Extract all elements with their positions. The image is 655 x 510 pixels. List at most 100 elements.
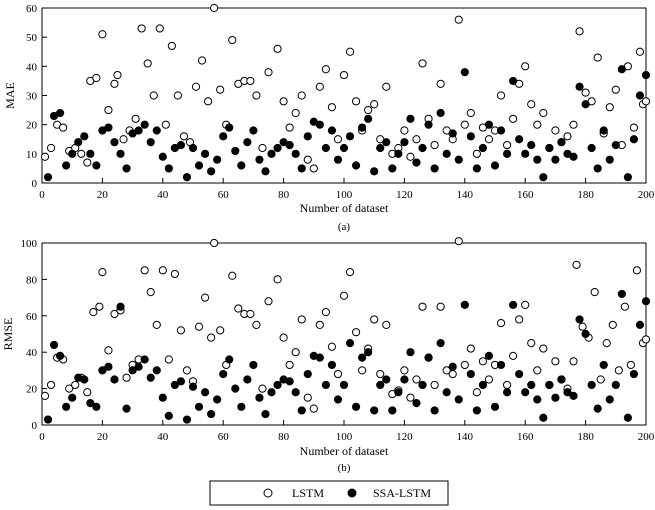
ssa-lstm-point [442,149,451,158]
lstm-point [563,132,572,141]
ssa-lstm-point [207,409,216,419]
ssa-lstm-point [593,404,602,413]
ssa-lstm-point [249,126,258,135]
lstm-point [533,120,542,129]
lstm-point [472,388,481,397]
ssa-lstm-point [56,351,65,360]
ssa-lstm-point [327,126,337,135]
ssa-lstm-point [400,138,409,147]
ssa-lstm-point [86,149,95,158]
lstm-point [578,322,587,331]
x-tick-label: 80 [278,431,290,443]
lstm-point [521,62,530,71]
lstm-point [182,366,192,375]
lstm-point [351,97,361,106]
lstm-point [406,393,415,402]
lstm-point [315,320,324,329]
y-tick-label: 60 [26,3,38,15]
lstm-point [77,149,86,158]
lstm-point [291,348,300,357]
ssa-lstm-point [110,138,119,147]
ssa-lstm-point [261,167,270,176]
ssa-lstm-point [182,415,192,424]
ssa-lstm-point [243,375,252,384]
ssa-lstm-point [569,391,578,400]
lstm-point [113,70,122,80]
x-tick-label: 100 [336,431,353,443]
lstm-point [406,152,415,161]
ssa-lstm-point [285,377,294,386]
y-tick-label: 40 [26,347,38,359]
lstm-point [466,344,475,353]
ssa-lstm-point [617,65,626,74]
lstm-point [430,140,439,150]
lstm-point [509,351,518,360]
ssa-lstm-point [436,108,445,118]
ssa-lstm-point [297,406,306,415]
y-axis-title: RMSE [1,318,15,351]
x-tick-label: 180 [577,431,594,443]
ssa-lstm-point [213,155,222,164]
ssa-lstm-point [351,161,361,170]
y-tick-label: 50 [26,32,38,44]
ssa-lstm-point [345,132,355,141]
lstm-point [119,135,128,144]
lstm-point [376,369,385,379]
ssa-lstm-point [237,161,246,170]
lstm-point [327,342,337,351]
x-tick-label: 100 [336,189,353,201]
lstm-point [297,315,306,324]
x-axis-title: Number of dataset [300,201,389,215]
lstm-point [593,53,602,62]
ssa-lstm-point [146,138,155,147]
ssa-lstm-point [158,393,167,402]
lstm-point [478,357,488,366]
panel-mae: 0 20 40 60 80 100 120 140 160 180 200 0 10 20 30 40 50 60… [3,3,655,233]
ssa-lstm-point [593,164,602,173]
ssa-lstm-point [303,369,312,379]
y-tick-label: 10 [26,149,38,161]
lstm-point [412,375,421,384]
ssa-lstm-point [219,132,228,141]
ssa-lstm-point [370,167,379,176]
lstm-point [176,326,186,335]
ssa-lstm-point [116,302,125,311]
lstm-point [264,68,273,77]
ssa-lstm-point [412,158,421,167]
lstm-point [252,91,261,100]
ssa-lstm-point [176,377,186,386]
lstm-point [454,237,463,246]
lstm-point [167,41,176,51]
lstm-point [210,3,219,13]
lstm-point [65,384,74,393]
ssa-lstm-point [315,120,324,129]
lstm-point [533,366,542,375]
ssa-lstm-point [521,149,530,158]
ssa-lstm-point [430,406,439,415]
lstm-point [149,91,158,100]
lstm-point [264,297,273,306]
lstm-point [502,140,512,150]
ssa-lstm-point [490,402,500,411]
lstm-point [632,266,642,275]
ssa-lstm-point [466,369,475,379]
ssa-lstm-point [194,402,204,411]
lstm-point [309,164,318,173]
ssa-lstm-point [345,339,355,348]
ssa-lstm-point [454,155,463,164]
lstm-point [98,30,107,39]
lstm-point [158,266,167,275]
lstm-point [303,393,312,402]
ssa-lstm-point [231,146,240,156]
ssa-lstm-point [188,143,198,153]
ssa-lstm-point [454,395,463,404]
lstm-point [71,380,80,390]
y-tick-label: 60 [26,311,38,323]
ssa-lstm-point [460,300,469,309]
lstm-point [590,288,599,297]
lstm-point [194,322,204,331]
lstm-point [207,333,216,342]
lstm-point [234,304,243,313]
ssa-lstm-point [599,360,608,370]
legend-label-lstm: LSTM [292,486,324,500]
